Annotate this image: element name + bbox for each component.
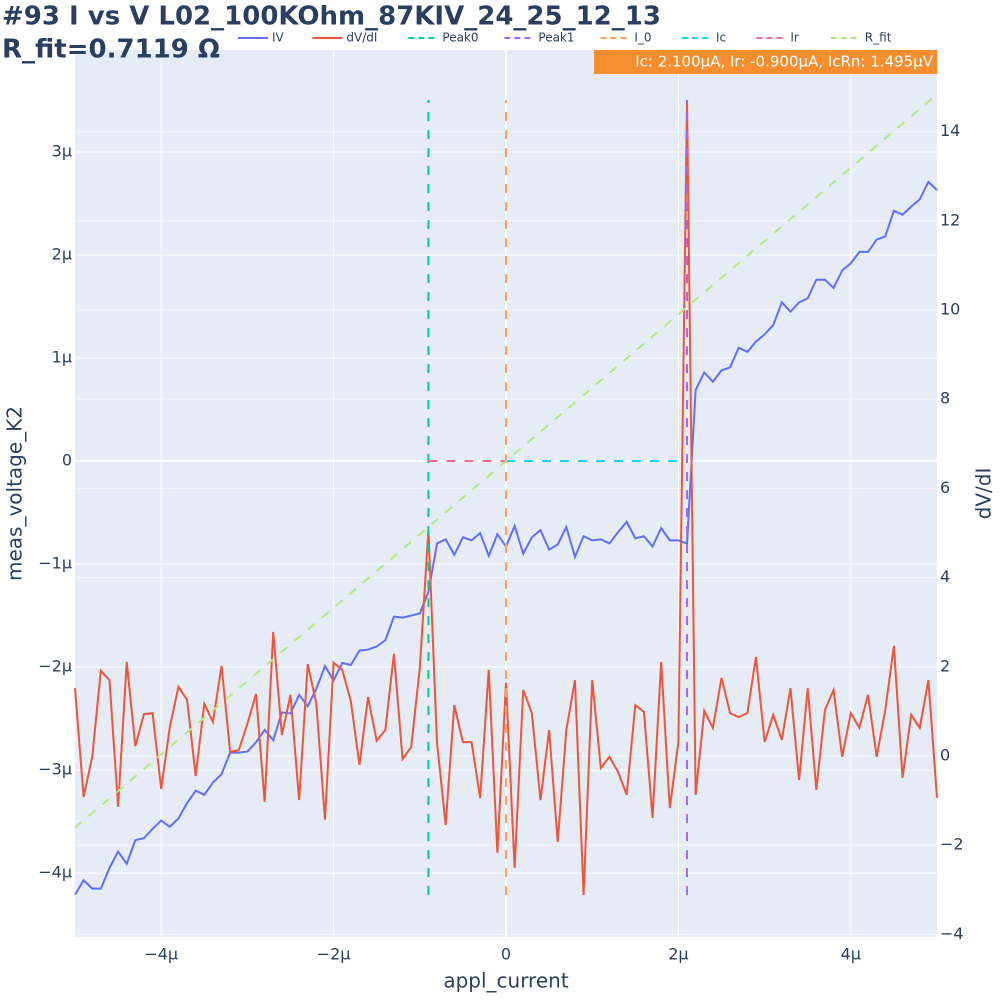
y-tick-label: −3μ — [38, 760, 72, 779]
y2-tick-label: 8 — [940, 389, 950, 408]
x-tick-label: −2μ — [317, 945, 351, 964]
y-tick-label: 2μ — [52, 245, 72, 264]
y-tick-label: −1μ — [38, 554, 72, 573]
y2-tick-label: 4 — [940, 567, 950, 586]
annotation-box — [594, 50, 937, 74]
y-tick-label: −4μ — [38, 863, 72, 882]
x-tick-label: 0 — [501, 945, 511, 964]
legend-label: IV — [272, 31, 285, 45]
legend-label: Ic — [716, 31, 726, 45]
annotation: Ic: 2.100μA, Ir: -0.900μA, IcRn: 1.495μV — [635, 53, 934, 71]
legend-label: Peak1 — [538, 31, 574, 45]
series-line — [74, 99, 938, 896]
y-tick-label: 1μ — [52, 348, 72, 367]
y2-tick-label: 0 — [940, 745, 950, 764]
chart-title: R_fit=0.7119 Ω — [2, 35, 220, 65]
y2-tick-label: 10 — [940, 299, 960, 318]
y2-tick-label: −2 — [940, 835, 964, 854]
y2-tick-label: 14 — [940, 121, 960, 140]
x-tick-label: 2μ — [668, 945, 688, 964]
y2-axis-title: dV/dI — [972, 468, 996, 520]
y2-tick-label: 2 — [940, 656, 950, 675]
legend-label: Peak0 — [442, 31, 478, 45]
y2-tick-label: 6 — [940, 478, 950, 497]
y-tick-label: 0 — [62, 451, 72, 470]
legend-label: I_0 — [634, 31, 651, 45]
y2-tick-label: −4 — [940, 924, 964, 943]
legend-label: R_fit — [865, 31, 892, 45]
y-tick-label: 3μ — [52, 141, 72, 160]
x-axis-title: appl_current — [443, 969, 569, 993]
series-line — [74, 93, 938, 829]
y-tick-label: −2μ — [38, 657, 72, 676]
legend-label: Ir — [790, 31, 799, 45]
x-tick-label: −4μ — [144, 945, 178, 964]
chart-title: #93 I vs V L02_100KOhm_87KIV_24_25_12_13 — [2, 2, 661, 32]
y-axis-title: meas_voltage_K2 — [3, 406, 27, 581]
y2-tick-label: 12 — [940, 210, 960, 229]
legend-label: dV/dI — [346, 31, 377, 45]
x-tick-label: 4μ — [841, 945, 861, 964]
